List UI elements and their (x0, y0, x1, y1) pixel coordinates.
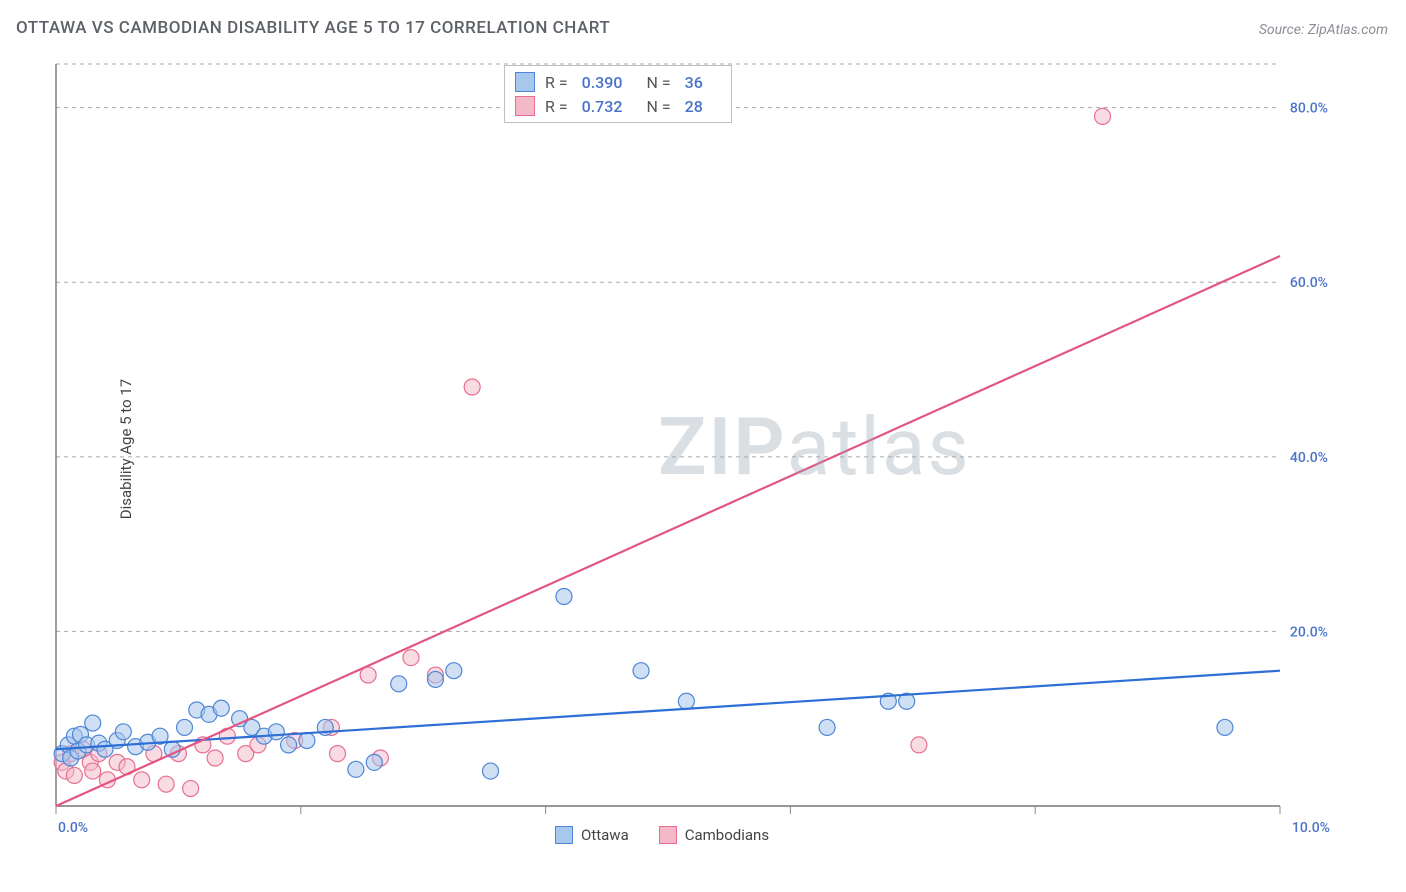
svg-text:40.0%: 40.0% (1290, 450, 1328, 466)
legend-label-ottawa: Ottawa (581, 826, 629, 844)
r-value-cambodians: 0.732 (582, 97, 623, 116)
n-value-ottawa: 36 (685, 73, 703, 92)
r-prefix: R = (545, 97, 568, 116)
swatch-cambodians-bottom (659, 826, 677, 844)
series-cambodians (54, 108, 1110, 796)
swatch-ottawa (515, 72, 535, 92)
svg-text:60.0%: 60.0% (1290, 275, 1328, 291)
axis-ticks (56, 806, 1280, 814)
legend-item-ottawa: Ottawa (555, 826, 629, 844)
swatch-cambodians (515, 96, 535, 116)
correlation-legend: R = 0.390 N = 36 R = 0.732 N = 28 (504, 65, 732, 123)
series-legend: Ottawa Cambodians (555, 826, 769, 844)
grid-group (56, 64, 1280, 631)
source-attribution: Source: ZipAtlas.com (1259, 22, 1388, 38)
trend-lines (56, 256, 1280, 806)
svg-text:10.0%: 10.0% (1292, 820, 1330, 836)
chart-svg: 20.0% 40.0% 60.0% 80.0% 0.0% 10.0% (50, 60, 1340, 838)
chart-title: OTTAWA VS CAMBODIAN DISABILITY AGE 5 TO … (16, 18, 610, 38)
swatch-ottawa-bottom (555, 826, 573, 844)
n-value-cambodians: 28 (685, 97, 703, 116)
legend-item-cambodians: Cambodians (659, 826, 769, 844)
n-prefix: N = (646, 73, 670, 92)
svg-text:80.0%: 80.0% (1290, 101, 1328, 117)
legend-label-cambodians: Cambodians (685, 826, 769, 844)
n-prefix: N = (646, 97, 670, 116)
scatter-plot-region: Disability Age 5 to 17 20.0%40.0%60.0%80… (50, 60, 1340, 838)
svg-text:20.0%: 20.0% (1290, 624, 1328, 640)
svg-text:0.0%: 0.0% (58, 820, 88, 836)
axes-group (56, 64, 1280, 806)
r-prefix: R = (545, 73, 568, 92)
legend-row-ottawa: R = 0.390 N = 36 (515, 72, 717, 92)
r-value-ottawa: 0.390 (582, 73, 623, 92)
legend-row-cambodians: R = 0.732 N = 28 (515, 96, 717, 116)
series-ottawa (54, 588, 1233, 779)
